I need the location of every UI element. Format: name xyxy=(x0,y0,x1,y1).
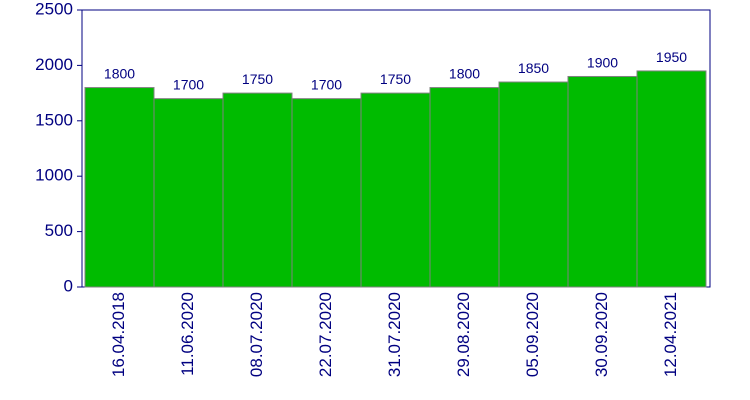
y-tick-label: 500 xyxy=(45,221,73,240)
x-tick-label: 30.09.2020 xyxy=(592,292,611,377)
bar xyxy=(291,98,362,288)
x-tick-label: 11.06.2020 xyxy=(178,292,197,376)
y-tick-label: 2500 xyxy=(35,0,73,18)
bar xyxy=(567,75,638,288)
x-tick-label: 12.04.2021 xyxy=(661,292,680,377)
value-label: 1800 xyxy=(104,66,135,82)
value-label: 1750 xyxy=(242,71,273,87)
value-label: 1900 xyxy=(587,54,618,70)
x-tick-label: 05.09.2020 xyxy=(523,292,542,377)
x-tick-label: 16.04.2018 xyxy=(109,292,128,377)
y-tick-label: 2000 xyxy=(35,55,73,74)
value-label: 1950 xyxy=(656,49,687,65)
value-label: 1700 xyxy=(173,77,204,93)
y-tick-label: 1500 xyxy=(35,110,73,129)
bar xyxy=(429,87,500,288)
y-tick-label: 1000 xyxy=(35,166,73,185)
bar xyxy=(360,92,431,288)
x-tick-label: 29.08.2020 xyxy=(454,292,473,377)
bar xyxy=(222,92,293,288)
value-label: 1750 xyxy=(380,71,411,87)
value-label: 1800 xyxy=(449,66,480,82)
value-label: 1700 xyxy=(311,77,342,93)
x-tick-label: 08.07.2020 xyxy=(247,292,266,377)
value-label: 1850 xyxy=(518,60,549,76)
bar xyxy=(498,81,569,288)
x-tick-label: 22.07.2020 xyxy=(316,292,335,377)
x-tick-label: 31.07.2020 xyxy=(385,292,404,377)
bar xyxy=(84,87,155,288)
y-tick-label: 0 xyxy=(64,276,73,295)
bar xyxy=(636,70,707,288)
bar xyxy=(153,98,224,288)
